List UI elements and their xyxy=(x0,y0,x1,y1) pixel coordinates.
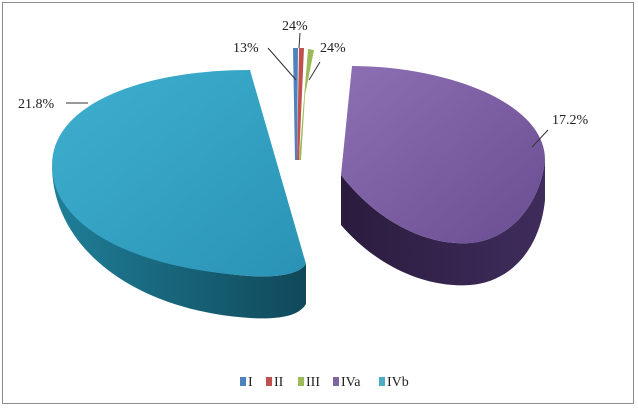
legend-swatch-II xyxy=(266,377,272,386)
slice-I-top xyxy=(293,48,298,160)
slice-IVa-side xyxy=(341,160,545,286)
legend: I II III IVa IVb xyxy=(240,375,409,390)
legend-label-III: III xyxy=(306,375,320,390)
data-label-II: 13% xyxy=(233,41,259,56)
legend-swatch-I xyxy=(240,377,246,386)
leader-line-II xyxy=(267,47,297,81)
leader-line-IVa xyxy=(531,129,549,148)
legend-swatch-IVa xyxy=(333,377,339,386)
legend-label-I: I xyxy=(248,375,253,390)
leader-line-III xyxy=(308,61,321,81)
legend-label-IVa: IVa xyxy=(341,375,361,390)
slice-IVb-side xyxy=(52,165,306,319)
data-label-IVb: 21.8% xyxy=(18,97,55,112)
slice-IVa[interactable] xyxy=(341,66,545,286)
data-label-IVa: 17.2% xyxy=(552,113,589,128)
legend-swatch-III xyxy=(298,377,304,386)
legend-label-II: II xyxy=(274,375,284,390)
legend-label-IVb: IVb xyxy=(387,375,409,390)
slice-III[interactable] xyxy=(299,49,314,160)
data-label-III: 24% xyxy=(320,41,346,56)
slice-IVb-top xyxy=(52,70,306,277)
slice-I[interactable] xyxy=(293,48,298,160)
slice-II-top xyxy=(297,48,304,160)
slice-IVa-top xyxy=(341,66,545,244)
leader-line-I xyxy=(298,32,301,49)
data-label-I: 24% xyxy=(282,19,308,34)
legend-swatch-IVb xyxy=(379,377,385,386)
slice-III-top xyxy=(299,49,314,160)
slice-II[interactable] xyxy=(297,48,304,160)
slice-IVb[interactable] xyxy=(52,70,306,319)
